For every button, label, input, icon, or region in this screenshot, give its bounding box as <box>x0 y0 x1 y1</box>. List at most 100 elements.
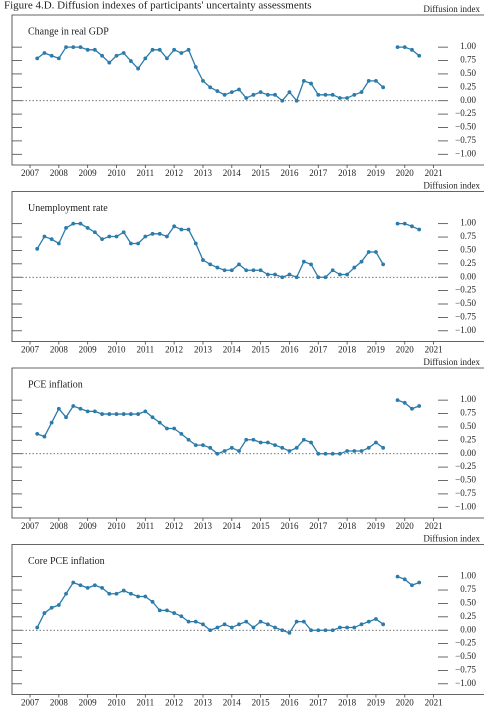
data-point <box>309 628 313 633</box>
x-tick-label: 2011 <box>136 521 154 531</box>
x-tick-label: 2011 <box>136 345 154 355</box>
y-tick-label: −0.25 <box>455 638 476 648</box>
data-point <box>237 87 241 92</box>
data-point <box>251 625 256 630</box>
data-point <box>381 262 386 267</box>
x-tick-label: 2010 <box>107 698 126 708</box>
data-point <box>172 47 177 52</box>
x-tick-label: 2018 <box>338 521 357 531</box>
y-tick-label: −0.25 <box>455 461 476 471</box>
data-point <box>208 262 213 267</box>
panel-title: Core PCE inflation <box>28 556 105 567</box>
data-point <box>251 92 256 97</box>
data-point <box>179 227 184 232</box>
data-point <box>287 272 292 277</box>
data-point <box>136 594 141 599</box>
data-point <box>374 250 378 254</box>
data-point <box>280 445 285 450</box>
x-tick-label: 2008 <box>50 345 69 355</box>
x-tick-label: 2019 <box>367 345 386 355</box>
data-point <box>56 603 61 607</box>
x-tick-label: 2020 <box>396 168 415 178</box>
data-point <box>280 98 285 103</box>
y-tick-label: −0.50 <box>455 475 476 485</box>
data-point <box>338 625 342 630</box>
y-tick-label: −0.75 <box>455 135 476 145</box>
data-point <box>410 583 414 588</box>
data-point <box>193 443 198 448</box>
panel-frame <box>11 191 484 342</box>
series-line <box>397 222 420 231</box>
data-point <box>179 51 184 55</box>
x-tick-label: 2019 <box>367 168 386 178</box>
data-point <box>323 92 328 97</box>
data-point <box>359 622 364 627</box>
data-point <box>193 619 198 624</box>
x-tick-label: 2009 <box>79 345 98 355</box>
y-tick-label: 1.00 <box>460 571 476 581</box>
panel-title: Unemployment rate <box>28 203 108 214</box>
x-tick-label: 2018 <box>338 345 357 355</box>
data-point <box>143 594 148 599</box>
x-tick-label: 2016 <box>280 168 299 178</box>
data-point <box>215 89 220 93</box>
y-tick-label: −0.50 <box>455 651 476 661</box>
data-point <box>92 230 97 235</box>
x-tick-label: 2010 <box>107 521 126 531</box>
data-point <box>381 445 386 450</box>
x-tick-label: 2013 <box>194 168 213 178</box>
data-point <box>265 272 270 277</box>
y-tick-label: −0.75 <box>455 311 476 321</box>
data-point <box>143 409 148 414</box>
data-point <box>49 53 54 58</box>
y-tick-label: −0.50 <box>455 298 476 308</box>
data-point <box>330 451 335 456</box>
x-tick-label: 2014 <box>223 345 242 355</box>
data-point <box>294 275 299 280</box>
x-tick-label: 2013 <box>194 345 213 355</box>
y-tick-label: 0.00 <box>460 448 476 458</box>
x-tick-label: 2014 <box>223 168 242 178</box>
data-point <box>301 259 306 264</box>
data-point <box>338 451 342 456</box>
y-tick-label: 1.00 <box>460 218 476 228</box>
data-point <box>78 45 83 50</box>
data-point <box>114 591 119 596</box>
data-point <box>64 45 68 50</box>
data-point <box>71 45 76 50</box>
data-point <box>309 81 313 86</box>
x-tick-label: 2021 <box>425 345 443 355</box>
panel-title: Change in real GDP <box>28 26 109 37</box>
data-point <box>186 227 191 232</box>
data-point <box>201 258 205 262</box>
data-point <box>121 51 126 55</box>
data-point <box>301 78 306 83</box>
data-point <box>287 630 292 635</box>
data-point <box>92 409 97 414</box>
data-point <box>100 585 104 590</box>
data-point <box>417 404 422 408</box>
data-point <box>42 234 47 239</box>
data-point <box>359 90 364 95</box>
data-point <box>121 230 126 235</box>
y-tick-label: −1.00 <box>455 325 476 335</box>
x-tick-label: 2013 <box>194 521 213 531</box>
data-point <box>301 619 306 624</box>
series-line <box>397 399 420 410</box>
data-point <box>157 47 162 52</box>
data-point <box>417 53 422 58</box>
data-point <box>280 628 285 633</box>
y-tick-label: 1.00 <box>460 394 476 404</box>
y-tick-label: −0.50 <box>455 122 476 132</box>
x-tick-label: 2016 <box>280 521 299 531</box>
data-point <box>78 583 83 588</box>
data-point <box>172 611 177 615</box>
data-point <box>136 412 141 416</box>
data-point <box>100 412 104 416</box>
x-tick-label: 2012 <box>165 521 183 531</box>
x-tick-label: 2008 <box>50 168 69 178</box>
data-point <box>78 221 83 226</box>
x-tick-label: 2011 <box>136 698 154 708</box>
data-point <box>309 262 313 267</box>
panel-frame <box>11 544 484 695</box>
